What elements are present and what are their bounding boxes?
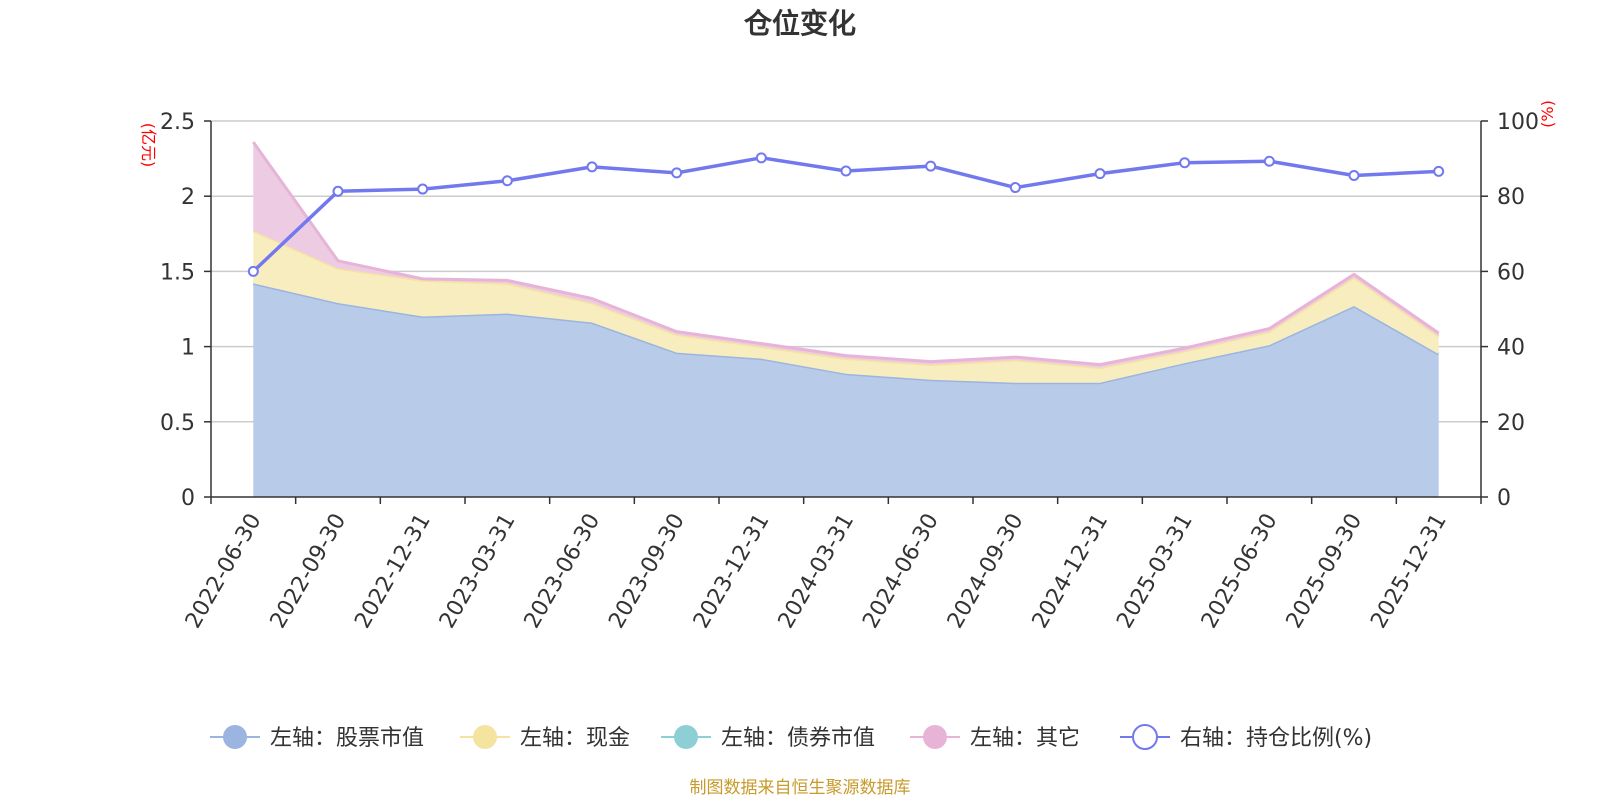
legend-item: 左轴：股票市值	[210, 725, 424, 751]
legend: 左轴：股票市值 左轴：现金 左轴：债券市值 左轴：其它 右轴：持仓比例(%)	[210, 724, 1372, 751]
legend-item: 左轴：现金	[460, 725, 630, 751]
legend-swatch-marker	[473, 725, 497, 749]
ratio-point	[1433, 165, 1445, 177]
x-tick-label: 2022-09-30	[266, 510, 352, 633]
legend-item: 右轴：持仓比例(%)	[1120, 724, 1372, 751]
ratio-point	[755, 152, 767, 164]
ratio-point	[586, 161, 598, 173]
right-tick-label: 40	[1497, 336, 1525, 361]
legend-label: 左轴：现金	[520, 726, 630, 751]
x-tick-label: 2025-03-31	[1112, 510, 1198, 633]
legend-label: 左轴：其它	[970, 726, 1080, 751]
ratio-point	[1009, 182, 1021, 194]
x-tick-label: 2025-06-30	[1197, 510, 1283, 633]
right-tick-label: 100	[1497, 110, 1539, 135]
right-tick-label: 0	[1497, 486, 1511, 511]
legend-swatch-marker	[223, 725, 247, 749]
ratio-point	[1094, 168, 1106, 180]
x-tick-label: 2025-12-31	[1366, 510, 1452, 633]
ratio-point	[332, 185, 344, 197]
legend-swatch-marker	[923, 725, 947, 749]
left-tick-label: 1	[181, 336, 195, 361]
ratio-point	[1348, 170, 1360, 182]
x-tick-label: 2023-12-31	[689, 510, 775, 633]
stacked-areas	[252, 141, 1440, 497]
x-tick-label: 2024-06-30	[858, 510, 944, 633]
area-1	[253, 283, 1439, 497]
x-tick-label: 2024-03-31	[774, 510, 860, 633]
ratio-point	[501, 175, 513, 187]
legend-label: 右轴：持仓比例(%)	[1180, 726, 1372, 751]
right-tick-label: 80	[1497, 185, 1525, 210]
legend-item: 左轴：债券市值	[661, 725, 875, 751]
data-source-note: 制图数据来自恒生聚源数据库	[690, 778, 911, 798]
ratio-point	[925, 160, 937, 172]
ratio-point	[417, 183, 429, 195]
legend-label: 左轴：债券市值	[721, 726, 875, 751]
ratio-point	[671, 167, 683, 179]
left-tick-label: 2	[181, 185, 195, 210]
holding-ratio-line	[247, 152, 1445, 277]
area-edge-4	[252, 141, 1440, 367]
x-tick-label: 2022-12-31	[350, 510, 436, 633]
chart-title: 仓位变化	[744, 7, 856, 40]
right-tick-label: 60	[1497, 260, 1525, 285]
left-tick-label: 0.5	[160, 411, 195, 436]
area-2	[253, 230, 1439, 383]
left-axis-unit: (亿元)	[139, 123, 158, 168]
legend-label: 左轴：股票市值	[270, 726, 424, 751]
ratio-point	[1179, 157, 1191, 169]
ratio-point	[247, 265, 259, 277]
left-tick-label: 0	[181, 486, 195, 511]
x-tick-label: 2023-09-30	[604, 510, 690, 633]
x-tick-label: 2025-09-30	[1282, 510, 1368, 633]
ratio-point	[840, 165, 852, 177]
x-tick-label: 2023-03-31	[435, 510, 521, 633]
right-axis-unit: (%)	[1538, 100, 1557, 128]
x-tick-label: 2022-06-30	[181, 510, 267, 633]
left-tick-label: 2.5	[160, 110, 195, 135]
x-tick-label: 2024-09-30	[943, 510, 1029, 633]
right-tick-label: 20	[1497, 411, 1525, 436]
ratio-point	[1263, 155, 1275, 167]
legend-swatch-marker	[1132, 724, 1158, 750]
x-tick-label: 2023-06-30	[520, 510, 606, 633]
legend-item: 左轴：其它	[910, 725, 1080, 751]
left-tick-label: 1.5	[160, 260, 195, 285]
legend-swatch-marker	[674, 725, 698, 749]
x-tick-label: 2024-12-31	[1028, 510, 1114, 633]
